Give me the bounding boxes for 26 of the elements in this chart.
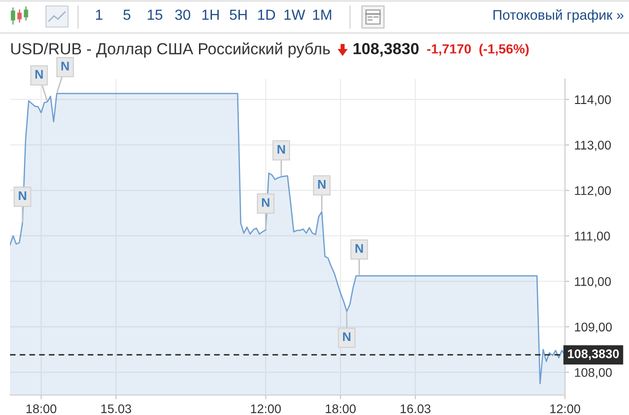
text: 1 5 15 30 1H 5H 1D 1W 1M (96, 10, 332, 20)
annotation: N (343, 332, 350, 341)
y-tick-label: 110,00 (574, 277, 611, 288)
annotation: N (35, 70, 43, 79)
text: Потоковый график » (494, 9, 624, 23)
x-tick-label: 16.03 (400, 404, 430, 414)
annotation: N (356, 244, 363, 253)
chart-title: USD/RUB - Доллар США Российский рубль (11, 42, 330, 58)
ref-line-label: 108,3830 (568, 349, 619, 360)
annotation: N (18, 191, 26, 200)
annotation: N (262, 198, 270, 207)
x-tick-label: 12:00 (250, 404, 281, 414)
annotation: N (318, 180, 326, 189)
y-tick-label: 113,00 (574, 140, 611, 152)
x-tick-label: 12:00 (550, 404, 580, 414)
x-tick-label: 18:00 (326, 404, 356, 414)
y-tick-label: 111,00 (574, 232, 610, 242)
x-tick-label: 15.03 (101, 404, 132, 414)
y-tick-label: 108,00 (574, 368, 612, 378)
annotation: N (61, 62, 69, 70)
y-tick-label: 112,00 (574, 186, 611, 197)
chart-subtitle: 108,3830 -1,7170 (-1,56%) (354, 42, 529, 57)
y-tick-label: 114,00 (574, 95, 611, 106)
x-tick-label: 18:00 (26, 404, 56, 414)
annotation: N (278, 145, 285, 154)
y-tick-label: 109,00 (574, 322, 612, 333)
